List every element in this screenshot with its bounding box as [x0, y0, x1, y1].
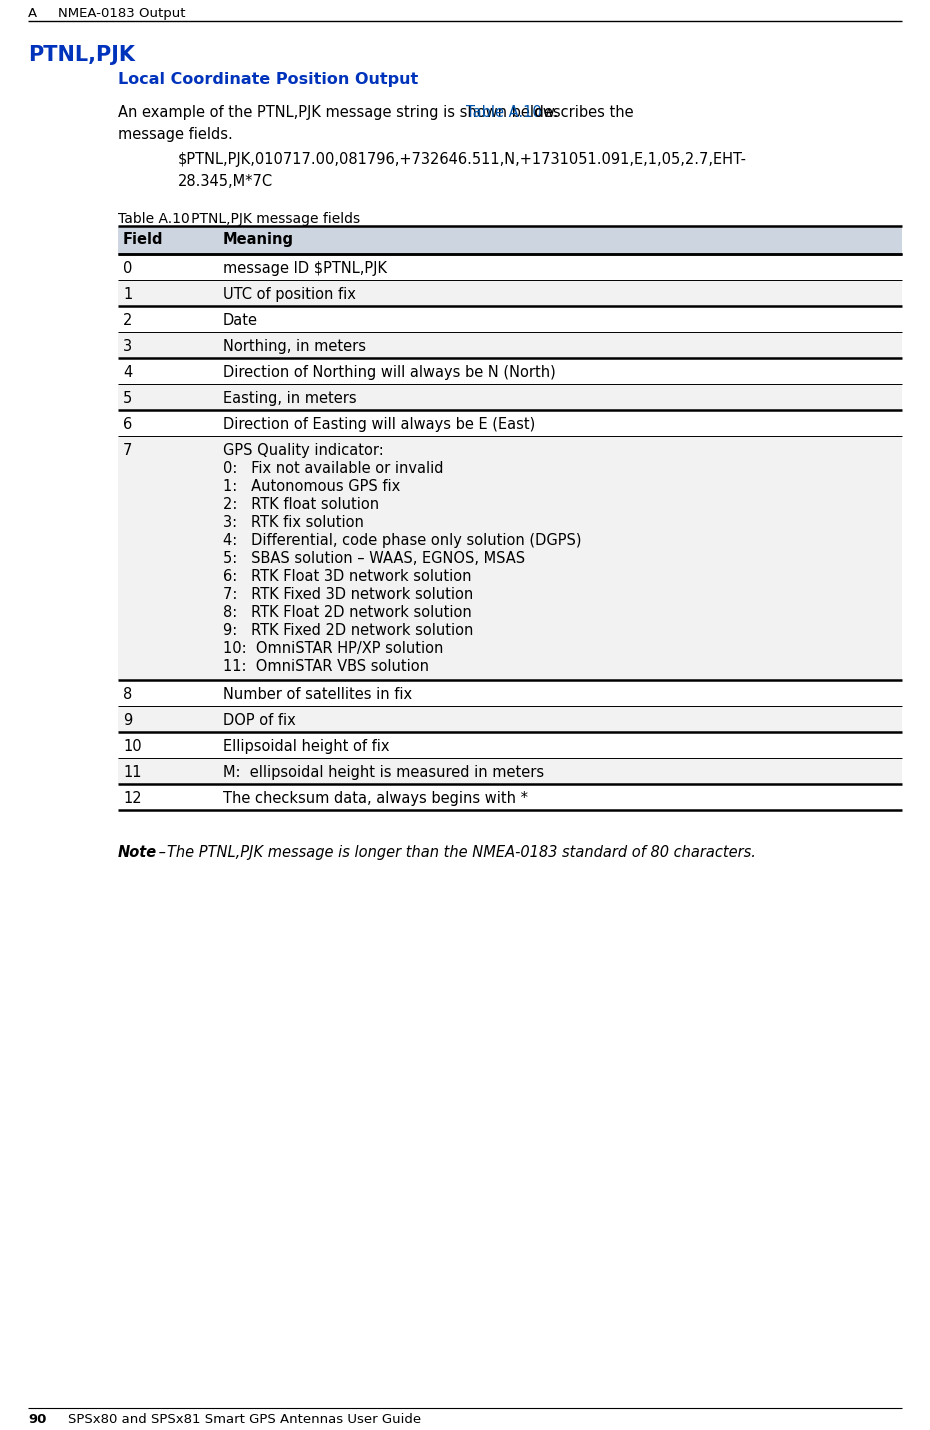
Text: 11: 11	[123, 765, 141, 779]
Bar	[118, 410, 902, 436]
Text: 10: 10	[123, 739, 141, 754]
Text: 8:   RTK Float 2D network solution: 8: RTK Float 2D network solution	[223, 605, 472, 621]
Text: 0: 0	[123, 262, 132, 276]
Text: Table A.10: Table A.10	[118, 212, 190, 226]
Bar	[118, 332, 902, 358]
Bar	[118, 385, 902, 410]
Text: 5:   SBAS solution – WAAS, EGNOS, MSAS: 5: SBAS solution – WAAS, EGNOS, MSAS	[223, 551, 525, 566]
Text: 3: 3	[123, 339, 132, 355]
Text: An example of the PTNL,PJK message string is shown below.: An example of the PTNL,PJK message strin…	[118, 104, 563, 120]
Text: describes the: describes the	[530, 104, 633, 120]
Bar	[118, 226, 902, 255]
Text: 11:  OmniSTAR VBS solution: 11: OmniSTAR VBS solution	[223, 659, 429, 674]
Bar	[118, 358, 902, 385]
Text: Table A.10: Table A.10	[466, 104, 542, 120]
Text: Easting, in meters: Easting, in meters	[223, 390, 356, 406]
Text: Direction of Easting will always be E (East): Direction of Easting will always be E (E…	[223, 418, 536, 432]
Bar	[118, 784, 902, 809]
Text: M:  ellipsoidal height is measured in meters: M: ellipsoidal height is measured in met…	[223, 765, 544, 779]
Text: 28.345,M*7C: 28.345,M*7C	[178, 174, 273, 189]
Bar	[118, 280, 902, 306]
Text: message fields.: message fields.	[118, 127, 232, 142]
Text: Field: Field	[123, 232, 164, 247]
Text: The PTNL,PJK message is longer than the NMEA-0183 standard of 80 characters.: The PTNL,PJK message is longer than the …	[167, 845, 756, 859]
Text: PTNL,PJK message fields: PTNL,PJK message fields	[178, 212, 360, 226]
Text: Number of satellites in fix: Number of satellites in fix	[223, 686, 412, 702]
Text: 10:  OmniSTAR HP/XP solution: 10: OmniSTAR HP/XP solution	[223, 641, 444, 656]
Bar	[118, 306, 902, 332]
Text: Date: Date	[223, 313, 258, 327]
Text: NMEA-0183 Output: NMEA-0183 Output	[58, 7, 185, 20]
Text: 7: 7	[123, 443, 132, 458]
Text: Local Coordinate Position Output: Local Coordinate Position Output	[118, 72, 418, 87]
Text: 6:   RTK Float 3D network solution: 6: RTK Float 3D network solution	[223, 569, 472, 583]
Text: 6: 6	[123, 418, 132, 432]
Text: Northing, in meters: Northing, in meters	[223, 339, 366, 355]
Text: 7:   RTK Fixed 3D network solution: 7: RTK Fixed 3D network solution	[223, 586, 473, 602]
Text: 5: 5	[123, 390, 132, 406]
Text: 2: 2	[123, 313, 132, 327]
Bar	[118, 758, 902, 784]
Text: SPSx80 and SPSx81 Smart GPS Antennas User Guide: SPSx80 and SPSx81 Smart GPS Antennas Use…	[68, 1413, 421, 1426]
Text: 4:   Differential, code phase only solution (DGPS): 4: Differential, code phase only solutio…	[223, 533, 581, 548]
Text: 9: 9	[123, 714, 132, 728]
Text: PTNL,PJK: PTNL,PJK	[28, 44, 135, 64]
Text: 3:   RTK fix solution: 3: RTK fix solution	[223, 515, 364, 531]
Text: 9:   RTK Fixed 2D network solution: 9: RTK Fixed 2D network solution	[223, 623, 473, 638]
Text: 8: 8	[123, 686, 132, 702]
Text: Ellipsoidal height of fix: Ellipsoidal height of fix	[223, 739, 390, 754]
Bar	[118, 706, 902, 732]
Text: A: A	[28, 7, 37, 20]
Bar	[118, 436, 902, 681]
Text: 0:   Fix not available or invalid: 0: Fix not available or invalid	[223, 460, 444, 476]
Text: 90: 90	[28, 1413, 46, 1426]
Bar	[118, 732, 902, 758]
Bar	[118, 681, 902, 706]
Text: 12: 12	[123, 791, 141, 807]
Text: UTC of position fix: UTC of position fix	[223, 287, 356, 302]
Text: GPS Quality indicator:: GPS Quality indicator:	[223, 443, 384, 458]
Text: 2:   RTK float solution: 2: RTK float solution	[223, 498, 379, 512]
Text: DOP of fix: DOP of fix	[223, 714, 296, 728]
Text: Note: Note	[118, 845, 157, 859]
Text: –: –	[154, 845, 170, 859]
Text: 1:   Autonomous GPS fix: 1: Autonomous GPS fix	[223, 479, 400, 493]
Text: The checksum data, always begins with *: The checksum data, always begins with *	[223, 791, 528, 807]
Text: message ID $PTNL,PJK: message ID $PTNL,PJK	[223, 262, 387, 276]
Text: 1: 1	[123, 287, 132, 302]
Text: Meaning: Meaning	[223, 232, 294, 247]
Text: Direction of Northing will always be N (North): Direction of Northing will always be N (…	[223, 365, 556, 380]
Text: $PTNL,PJK,010717.00,081796,+732646.511,N,+1731051.091,E,1,05,2.7,EHT-: $PTNL,PJK,010717.00,081796,+732646.511,N…	[178, 152, 747, 167]
Bar	[118, 255, 902, 280]
Text: 4: 4	[123, 365, 132, 380]
